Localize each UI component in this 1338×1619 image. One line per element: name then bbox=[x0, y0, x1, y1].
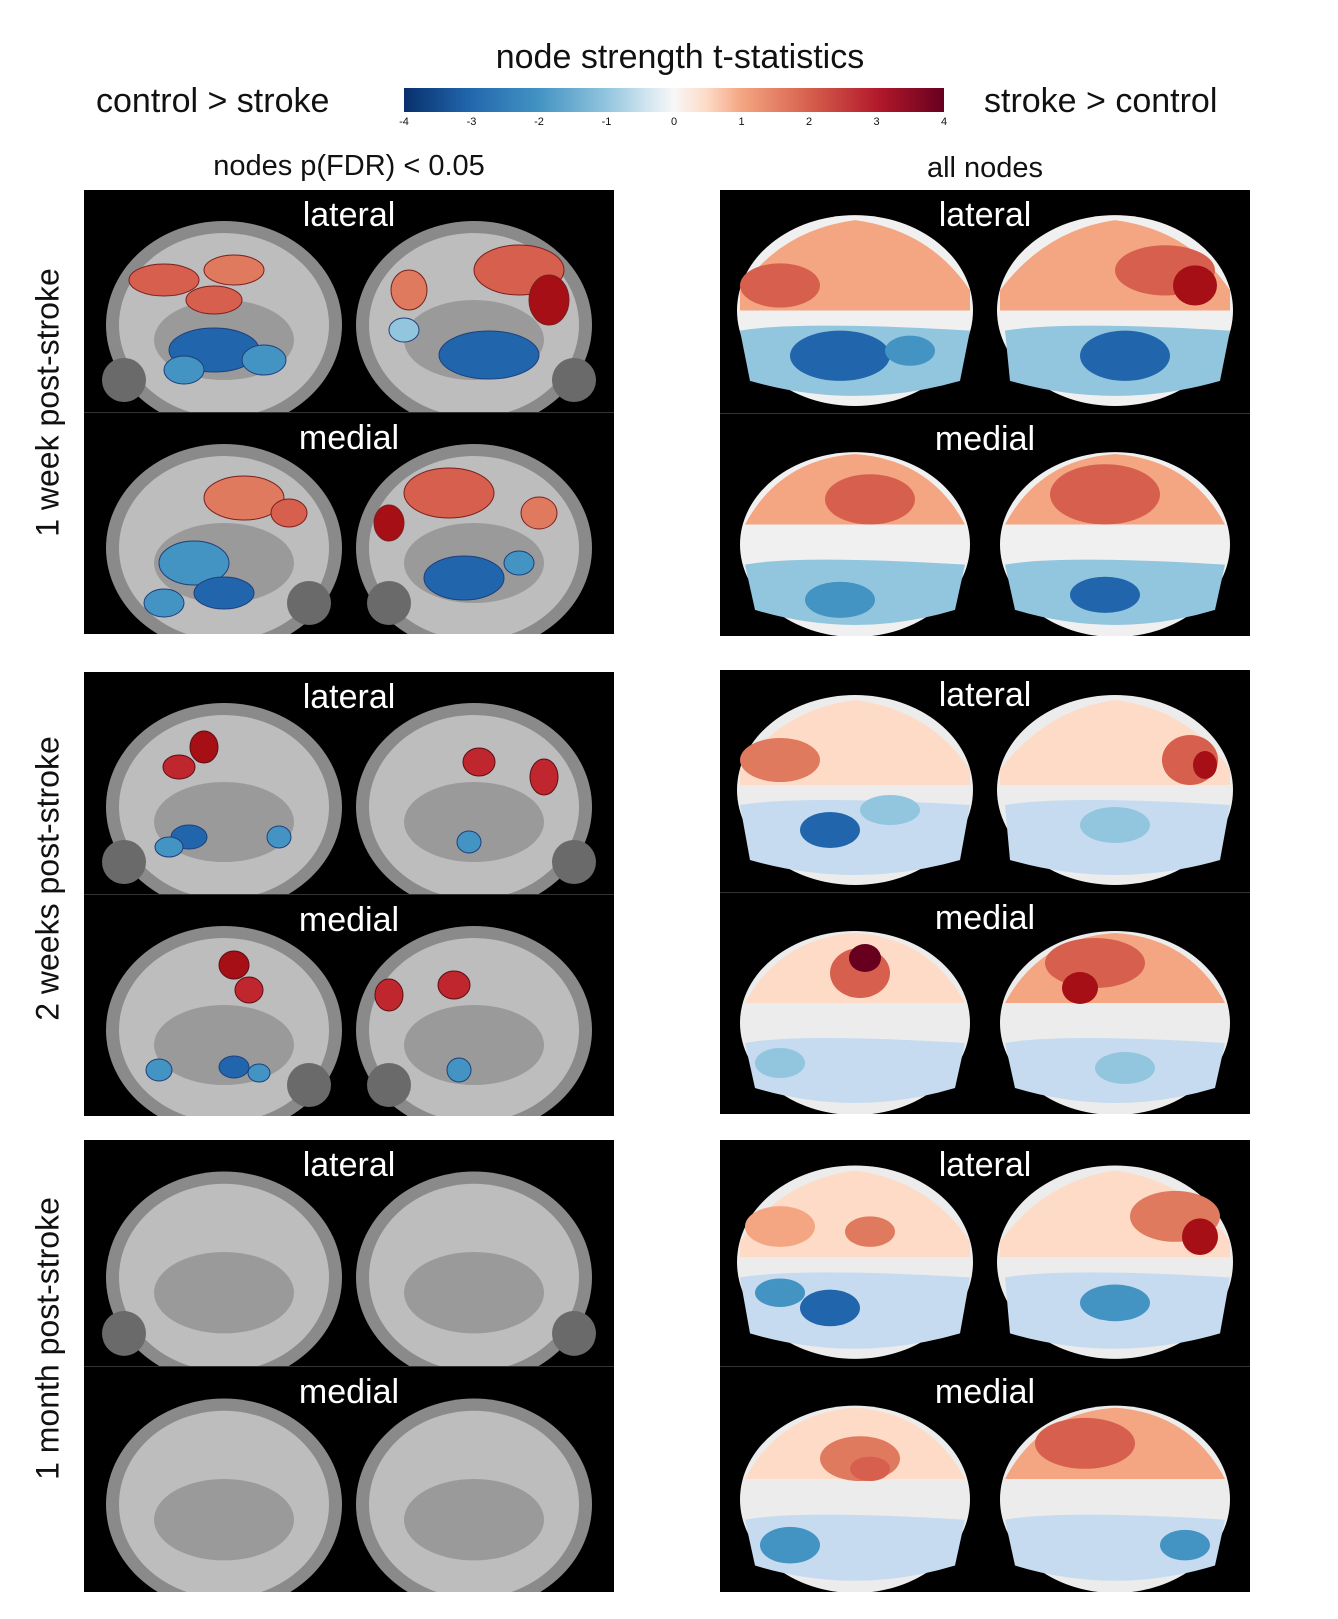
brain-surface bbox=[985, 670, 1250, 892]
view-label-medial: medial bbox=[934, 1373, 1036, 1411]
view-label-lateral: lateral bbox=[938, 1146, 1032, 1184]
brain-slice bbox=[84, 895, 349, 1116]
brain-surface bbox=[720, 1367, 985, 1592]
view-label-lateral: lateral bbox=[938, 196, 1032, 234]
colorbar-tick: 1 bbox=[738, 116, 745, 128]
subpanel-lateral: lateral bbox=[84, 1140, 614, 1366]
subpanel-medial: medial bbox=[720, 892, 1250, 1114]
subpanel-medial: medial bbox=[720, 413, 1250, 636]
colorbar-tick: 3 bbox=[873, 116, 880, 128]
subpanel-lateral: lateral bbox=[720, 190, 1250, 413]
colorbar-left-label: control > stroke bbox=[96, 82, 330, 120]
row-label-1-week: 1 week post-stroke bbox=[29, 268, 66, 537]
panel-2-weeks-fdr: lateral medial bbox=[84, 672, 614, 1116]
view-label-lateral: lateral bbox=[938, 676, 1032, 714]
view-label-medial: medial bbox=[298, 419, 400, 457]
brain-surface bbox=[720, 670, 985, 892]
subpanel-medial: medial bbox=[84, 1366, 614, 1592]
colorbar-title: node strength t-statistics bbox=[495, 38, 865, 76]
view-label-medial: medial bbox=[298, 901, 400, 939]
column-header-fdr: nodes p(FDR) < 0.05 bbox=[213, 150, 485, 182]
panel-1-month-all-nodes: lateral medial bbox=[720, 1140, 1250, 1592]
brain-surface bbox=[720, 1140, 985, 1366]
brain-slice bbox=[84, 1367, 349, 1592]
subpanel-lateral: lateral bbox=[84, 190, 614, 412]
panel-1-week-all-nodes: lateral medial bbox=[720, 190, 1250, 636]
brain-slice bbox=[349, 672, 614, 894]
view-label-lateral: lateral bbox=[302, 196, 396, 234]
colorbar-tick: -1 bbox=[601, 116, 612, 128]
brain-slice bbox=[84, 190, 349, 412]
row-label-1-month: 1 month post-stroke bbox=[29, 1197, 66, 1480]
brain-surface bbox=[720, 414, 985, 636]
brain-slice bbox=[84, 1140, 349, 1366]
panel-1-week-fdr: lateral medial bbox=[84, 190, 614, 634]
subpanel-lateral: lateral bbox=[720, 670, 1250, 892]
brain-slice bbox=[349, 413, 614, 634]
view-label-lateral: lateral bbox=[302, 678, 396, 716]
colorbar-tick: 0 bbox=[670, 116, 678, 128]
subpanel-medial: medial bbox=[84, 412, 614, 634]
colorbar-ticks: -4 -3 -2 -1 0 1 2 3 4 bbox=[399, 116, 948, 132]
brain-surface bbox=[985, 414, 1250, 636]
colorbar bbox=[404, 88, 944, 112]
colorbar-tick: 4 bbox=[940, 116, 948, 128]
colorbar-tick: -3 bbox=[466, 116, 477, 128]
brain-surface bbox=[985, 190, 1250, 413]
brain-slice bbox=[349, 895, 614, 1116]
colorbar-tick: -2 bbox=[534, 116, 544, 128]
brain-slice bbox=[84, 672, 349, 894]
view-label-medial: medial bbox=[298, 1373, 400, 1411]
panel-1-month-fdr: lateral medial bbox=[84, 1140, 614, 1592]
brain-slice bbox=[84, 413, 349, 634]
colorbar-right-label: stroke > control bbox=[984, 82, 1218, 120]
column-header-all-nodes: all nodes bbox=[926, 152, 1044, 184]
colorbar-tick: -4 bbox=[399, 116, 409, 128]
row-label-2-weeks: 2 weeks post-stroke bbox=[29, 736, 66, 1021]
brain-surface bbox=[720, 893, 985, 1114]
brain-surface bbox=[720, 190, 985, 413]
view-label-medial: medial bbox=[934, 899, 1036, 937]
subpanel-medial: medial bbox=[720, 1366, 1250, 1592]
view-label-medial: medial bbox=[934, 420, 1036, 458]
brain-surface bbox=[985, 1140, 1250, 1366]
panel-2-weeks-all-nodes: lateral medial bbox=[720, 670, 1250, 1114]
colorbar-tick: 2 bbox=[805, 116, 813, 128]
brain-slice bbox=[349, 1140, 614, 1366]
subpanel-lateral: lateral bbox=[720, 1140, 1250, 1366]
brain-surface bbox=[985, 893, 1250, 1114]
view-label-lateral: lateral bbox=[302, 1146, 396, 1184]
brain-surface bbox=[985, 1367, 1250, 1592]
brain-slice bbox=[349, 1367, 614, 1592]
subpanel-lateral: lateral bbox=[84, 672, 614, 894]
subpanel-medial: medial bbox=[84, 894, 614, 1116]
brain-slice bbox=[349, 190, 614, 412]
